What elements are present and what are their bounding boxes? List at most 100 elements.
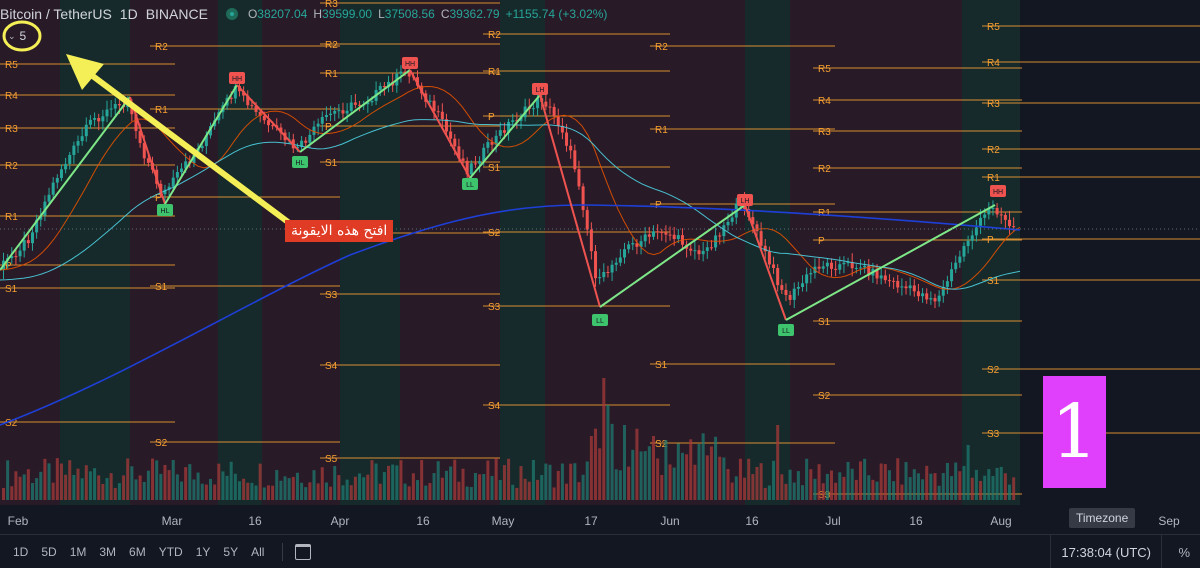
ma-slow-line	[0, 204, 1021, 426]
zigzag-segment	[469, 94, 541, 179]
range-button-6m[interactable]: 6M	[129, 545, 146, 559]
chart-canvas[interactable]: R5 R4 R3 R2 R1 P S1 S2 R2 R1 P S1 S2 R3 R2 R1 P S1 S2 S3 S4 S…	[0, 0, 1200, 534]
swing-badge-box	[462, 178, 478, 190]
swing-badge-box	[292, 156, 308, 168]
candle-body	[672, 234, 676, 240]
swing-badge-label: HH	[993, 189, 1003, 196]
timezone-clock[interactable]: 17:38:04 (UTC)	[1050, 535, 1162, 568]
volume-bar	[473, 473, 477, 500]
calendar-icon[interactable]	[295, 544, 312, 560]
candle-body	[991, 207, 995, 209]
volume-bar	[424, 485, 428, 500]
visibility-eye-icon[interactable]	[225, 8, 238, 20]
volume-bar	[304, 487, 308, 500]
candle-body	[643, 234, 647, 242]
volume-bar	[743, 477, 747, 500]
candle-body	[610, 264, 614, 273]
volume-bar	[155, 460, 159, 500]
volume-bar	[72, 474, 76, 500]
volume-bar	[316, 483, 320, 500]
volume-bar	[341, 485, 345, 500]
candle-body	[358, 104, 362, 106]
candle-body	[117, 103, 121, 106]
zigzag-segment	[599, 204, 746, 308]
range-button-1d[interactable]: 1D	[13, 545, 29, 559]
candle-body	[689, 248, 693, 251]
volume-bar	[623, 425, 626, 500]
symbol-name[interactable]: Bitcoin / TetherUS	[0, 6, 112, 22]
volume-bar	[420, 460, 424, 500]
candle-body	[461, 158, 465, 161]
period-band	[790, 0, 830, 505]
volume-bar	[171, 459, 175, 500]
volume-bar	[80, 478, 84, 500]
volume-bar	[565, 483, 569, 500]
candle-body	[585, 210, 589, 230]
swing-badge-label: HH	[405, 61, 415, 68]
volume-bar	[440, 477, 444, 500]
volume-bar	[262, 487, 266, 500]
candle-body	[295, 146, 299, 149]
candle-body	[664, 232, 668, 235]
volume-bar	[196, 472, 200, 500]
range-button-3m[interactable]: 3M	[99, 545, 117, 559]
candle-body	[966, 240, 970, 247]
volume-bar	[598, 448, 602, 500]
volume-bar	[560, 463, 564, 500]
candle-body	[428, 100, 432, 102]
percent-toggle[interactable]: %	[1178, 544, 1190, 560]
candle-body	[647, 234, 651, 237]
volume-bar	[180, 481, 184, 500]
volume-bar	[941, 473, 945, 500]
candle-body	[850, 262, 854, 269]
volume-bar	[995, 467, 999, 500]
range-button-5y[interactable]: 5Y	[223, 545, 239, 559]
candle-body	[838, 264, 842, 270]
range-button-all[interactable]: All	[251, 545, 265, 559]
volume-bar	[213, 484, 217, 500]
volume-bar	[523, 478, 527, 500]
candle-body	[22, 240, 26, 251]
pivot-label: R5	[987, 22, 1000, 33]
volume-bar	[88, 471, 92, 500]
candle-body	[18, 250, 22, 257]
candle-body	[180, 168, 184, 173]
range-button-1m[interactable]: 1M	[69, 545, 87, 559]
candle-body	[68, 154, 72, 164]
volume-bar	[722, 457, 726, 500]
volume-bar	[1008, 484, 1012, 500]
candle-body	[84, 124, 88, 137]
volume-bar	[432, 473, 436, 500]
candle-body	[209, 126, 212, 136]
volume-bar	[527, 481, 531, 500]
volume-bar	[453, 459, 457, 500]
range-button-1y[interactable]: 1Y	[195, 545, 211, 559]
candle-body	[126, 104, 130, 108]
pivot-label: R1	[987, 173, 1000, 184]
pivot-label: R2	[818, 164, 831, 175]
time-tick: Jun	[660, 514, 680, 528]
range-button-ytd[interactable]: YTD	[158, 545, 183, 559]
candle-body	[30, 232, 34, 244]
volume-bar	[486, 460, 490, 500]
interval-label[interactable]: 1D	[119, 6, 138, 22]
time-axis[interactable]: Feb Mar 16 Apr 16 May 17 Jun 16 Jul 16 Aug Sep	[0, 510, 1200, 532]
period-band	[262, 0, 340, 505]
annotation-label: افتح هذه الايقونة	[285, 220, 394, 242]
volume-bar	[788, 469, 792, 500]
candle-body	[817, 266, 821, 269]
time-tick: Jul	[825, 514, 841, 528]
candle-body	[175, 172, 179, 178]
volume-bar	[10, 486, 14, 500]
volume-bar	[250, 482, 254, 500]
volume-bar	[867, 475, 871, 500]
indicators-collapse-button[interactable]: ⌄ 5	[8, 26, 38, 46]
candle-body	[970, 235, 974, 241]
swing-badge-box	[532, 83, 548, 95]
time-tick: May	[491, 514, 515, 528]
range-button-5d[interactable]: 5D	[41, 545, 57, 559]
period-band	[400, 0, 448, 505]
candle-body	[246, 95, 250, 106]
volume-bar	[970, 477, 974, 500]
